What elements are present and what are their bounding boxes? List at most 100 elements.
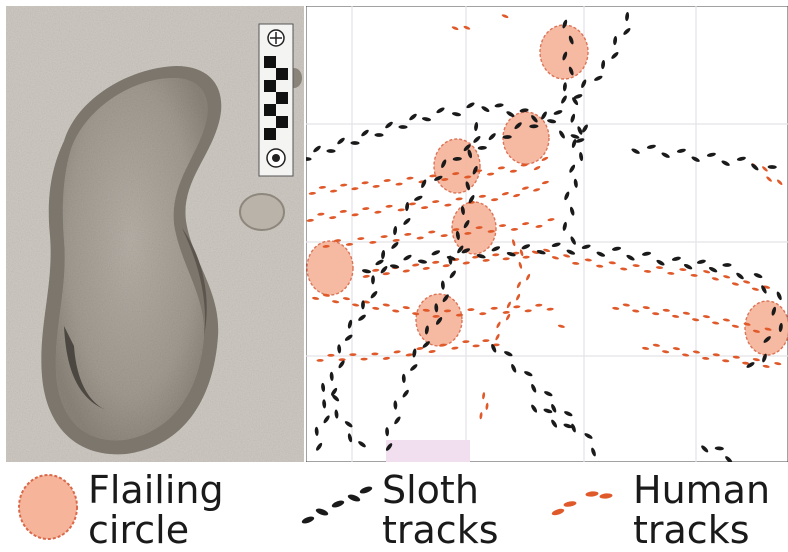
human-track xyxy=(352,303,360,307)
sloth-track xyxy=(347,319,353,329)
human-track xyxy=(405,353,413,357)
sloth-track xyxy=(344,334,353,341)
sloth-track xyxy=(725,456,733,462)
sloth-track xyxy=(721,160,730,166)
sloth-track xyxy=(391,241,399,249)
human-track xyxy=(535,224,543,228)
human-tracks-label: Human tracks xyxy=(633,468,771,552)
human-track xyxy=(402,306,410,310)
sloth-track xyxy=(370,291,378,299)
sloth-track xyxy=(573,178,578,188)
sloth-track xyxy=(566,249,576,255)
human-track xyxy=(397,208,405,212)
flailing-circle-icon xyxy=(18,474,78,540)
human-track xyxy=(497,166,505,170)
sloth-track xyxy=(708,267,718,273)
human-track xyxy=(608,261,616,265)
human-track xyxy=(479,412,483,420)
sloth-track xyxy=(494,103,504,108)
sloth-track xyxy=(714,446,724,451)
human-track xyxy=(501,192,509,196)
human-track xyxy=(392,309,400,313)
human-track xyxy=(662,308,670,312)
human-track xyxy=(485,402,489,410)
sloth-track xyxy=(763,336,771,343)
sloth-track xyxy=(596,251,606,257)
sloth-track xyxy=(553,110,563,115)
sloth-track xyxy=(569,206,575,216)
sloth-track xyxy=(506,111,515,117)
sloth-track xyxy=(778,322,783,333)
human-track xyxy=(340,183,348,187)
sloth-track xyxy=(502,135,512,139)
sloth-track xyxy=(466,102,475,109)
human-track xyxy=(382,356,390,360)
human-track xyxy=(395,182,403,186)
human-track xyxy=(404,232,412,236)
sloth-track xyxy=(393,400,398,410)
sloth-track xyxy=(417,259,428,264)
human-track xyxy=(451,26,459,31)
sloth-track xyxy=(543,408,553,414)
sloth-track xyxy=(771,306,777,316)
human-track xyxy=(766,176,772,182)
human-track xyxy=(642,346,650,350)
human-track xyxy=(643,269,652,273)
human-track xyxy=(723,275,731,279)
sloth-track xyxy=(511,364,517,373)
human-track xyxy=(452,172,460,176)
sloth-track xyxy=(519,108,529,113)
human-track xyxy=(482,339,490,343)
human-track xyxy=(652,343,660,347)
human-track xyxy=(463,25,471,30)
sloth-track xyxy=(474,122,479,132)
human-track xyxy=(443,309,452,313)
human-track xyxy=(406,176,414,180)
human-track xyxy=(703,270,711,274)
human-track xyxy=(429,174,437,178)
sloth-track xyxy=(591,447,596,457)
sloth-track xyxy=(421,117,432,122)
sloth-track xyxy=(568,66,574,76)
sloth-track xyxy=(544,391,553,397)
sloth-track xyxy=(385,121,393,129)
human-track xyxy=(522,255,530,259)
human-track xyxy=(667,271,675,275)
sloth-track xyxy=(344,421,353,428)
human-track xyxy=(318,185,326,189)
sloth-track xyxy=(575,138,585,143)
sloth-track xyxy=(656,259,665,266)
human-track xyxy=(496,321,501,329)
footprint-shadow xyxy=(64,326,106,410)
human-track xyxy=(513,305,521,309)
sloth-track xyxy=(577,126,583,135)
sloth-track xyxy=(570,236,576,245)
sloth-track xyxy=(488,133,496,141)
human-track xyxy=(524,309,532,313)
sloth-track xyxy=(613,36,618,46)
human-track xyxy=(492,253,500,257)
sloth-track xyxy=(409,113,417,121)
sloth-track xyxy=(463,144,471,152)
sloth-track xyxy=(410,364,418,371)
sloth-track xyxy=(465,181,471,191)
human-track xyxy=(308,191,316,195)
sloth-track xyxy=(301,516,315,524)
sloth-track xyxy=(398,125,408,129)
sloth-track xyxy=(402,389,409,398)
sloth-track xyxy=(611,246,622,251)
human-track xyxy=(383,179,391,182)
sloth-track xyxy=(401,373,406,383)
human-track xyxy=(432,260,440,264)
sloth-track xyxy=(361,269,372,274)
human-track xyxy=(541,156,549,161)
sloth-track xyxy=(389,264,400,269)
human-track xyxy=(502,257,510,261)
human-track xyxy=(572,261,580,265)
human-track xyxy=(533,166,541,171)
human-track xyxy=(382,303,390,307)
sloth-track xyxy=(422,341,430,348)
human-track xyxy=(516,293,521,301)
human-track xyxy=(421,206,429,210)
sloth-track xyxy=(572,97,579,106)
